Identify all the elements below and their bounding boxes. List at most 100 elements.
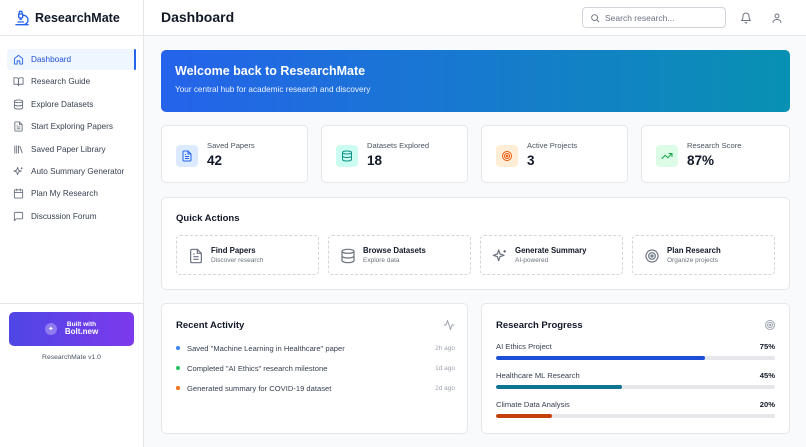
sidebar-item-discussion-forum[interactable]: Discussion Forum (7, 206, 136, 227)
home-icon (13, 54, 24, 65)
sidebar-item-label: Auto Summary Generator (31, 166, 125, 176)
recent-activity-title: Recent Activity (176, 320, 245, 331)
browse-datasets-button[interactable]: Browse Datasets Explore data (328, 235, 471, 275)
stat-value: 87% (687, 153, 715, 168)
sidebar-item-label: Dashboard (31, 55, 72, 64)
stat-label: Research Score (687, 141, 742, 150)
search-input[interactable] (605, 12, 715, 23)
sidebar-item-auto-summary-generator[interactable]: Auto Summary Generator (7, 161, 136, 182)
research-progress-title: Research Progress (496, 320, 583, 331)
sidebar-item-start-exploring-papers[interactable]: Start Exploring Papers (7, 116, 136, 137)
user-icon[interactable] (770, 11, 783, 24)
bolt-label-line1: Built with (66, 321, 97, 329)
file-text-icon (187, 247, 204, 264)
status-dot (176, 386, 180, 390)
stat-card-saved-papers: Saved Papers 42 (161, 125, 308, 183)
bell-icon[interactable] (739, 11, 752, 24)
progress-fill (496, 356, 706, 360)
progress-track (496, 414, 775, 418)
activity-time: 1d ago (435, 364, 455, 372)
sidebar-item-label: Explore Datasets (31, 99, 94, 109)
top-header: Dashboard (144, 0, 806, 36)
activity-item: Generated summary for COVID-19 dataset 2… (176, 382, 455, 394)
file-text-icon (13, 121, 24, 132)
find-papers-button[interactable]: Find Papers Discover research (176, 235, 319, 275)
sidebar-item-label: Plan My Research (31, 189, 98, 199)
brand[interactable]: ResearchMate (0, 0, 143, 36)
bolt-icon: ✦ (44, 323, 57, 335)
message-square-icon (13, 211, 24, 222)
book-open-icon (13, 76, 24, 87)
progress-item: AI Ethics Project 75% (496, 342, 775, 360)
app-version: ResearchMate v1.0 (42, 354, 101, 361)
status-dot (176, 346, 180, 350)
sidebar-item-dashboard[interactable]: Dashboard (7, 49, 136, 70)
stat-card-active-projects: Active Projects 3 (481, 125, 628, 183)
page-title: Dashboard (161, 9, 235, 25)
database-icon (336, 145, 358, 167)
stat-label: Datasets Explored (367, 141, 430, 150)
stat-label: Active Projects (527, 141, 578, 150)
quick-action-subtitle: Explore data (363, 257, 400, 264)
quick-action-label: Find Papers (211, 246, 256, 255)
quick-action-label: Browse Datasets (363, 246, 426, 255)
progress-label: Climate Data Analysis (496, 400, 570, 409)
stat-value: 3 (527, 153, 535, 168)
progress-fill (496, 385, 622, 389)
progress-item: Climate Data Analysis 20% (496, 400, 775, 418)
sidebar: ResearchMate Dashboard Research Guide Ex… (0, 0, 144, 447)
activity-item: Completed "AI Ethics" research milestone… (176, 362, 455, 374)
trending-up-icon (656, 145, 678, 167)
app-name: ResearchMate (35, 10, 120, 25)
sidebar-item-saved-paper-library[interactable]: Saved Paper Library (7, 139, 136, 160)
progress-label: Healthcare ML Research (496, 371, 580, 380)
quick-action-subtitle: Organize projects (667, 257, 718, 264)
quick-actions-panel: Quick Actions Find Papers Discover resea… (161, 197, 790, 290)
search-box[interactable] (582, 7, 726, 28)
status-dot (176, 366, 180, 370)
plan-research-button[interactable]: Plan Research Organize projects (632, 235, 775, 275)
sidebar-item-plan-my-research[interactable]: Plan My Research (7, 183, 136, 204)
database-icon (13, 99, 24, 110)
calendar-icon (13, 188, 24, 199)
quick-action-label: Plan Research (667, 246, 721, 255)
welcome-title: Welcome back to ResearchMate (175, 64, 366, 78)
stat-card-datasets-explored: Datasets Explored 18 (321, 125, 468, 183)
quick-action-label: Generate Summary (515, 246, 587, 255)
sparkles-icon (491, 247, 508, 264)
quick-actions-title: Quick Actions (176, 213, 240, 224)
bolt-label-line2: Bolt.new (64, 327, 99, 337)
microscope-icon (14, 10, 30, 26)
progress-label: AI Ethics Project (496, 342, 552, 351)
sidebar-footer: ✦ Built with Bolt.new ResearchMate v1.0 (0, 303, 143, 447)
sidebar-item-explore-datasets[interactable]: Explore Datasets (7, 94, 136, 115)
research-progress-panel: Research Progress AI Ethics Project 75% … (481, 303, 790, 434)
library-icon (13, 144, 24, 155)
stat-value: 42 (207, 153, 223, 168)
progress-value: 20% (759, 400, 775, 409)
target-icon (764, 319, 776, 331)
recent-activity-panel: Recent Activity Saved "Machine Learning … (161, 303, 468, 434)
generate-summary-button[interactable]: Generate Summary AI-powered (480, 235, 623, 275)
activity-text: Saved "Machine Learning in Healthcare" p… (187, 343, 345, 353)
sidebar-item-research-guide[interactable]: Research Guide (7, 71, 136, 92)
quick-action-subtitle: Discover research (211, 257, 264, 264)
activity-time: 2h ago (435, 344, 455, 352)
sidebar-item-label: Start Exploring Papers (31, 122, 113, 132)
sidebar-nav: Dashboard Research Guide Explore Dataset… (0, 36, 143, 227)
activity-text: Generated summary for COVID-19 dataset (187, 383, 332, 393)
search-icon (590, 13, 600, 23)
sidebar-item-label: Discussion Forum (31, 211, 97, 221)
stat-value: 18 (367, 153, 383, 168)
progress-item: Healthcare ML Research 45% (496, 371, 775, 389)
stat-label: Saved Papers (207, 141, 255, 150)
built-with-bolt-button[interactable]: ✦ Built with Bolt.new (9, 312, 134, 346)
welcome-banner: Welcome back to ResearchMate Your centra… (161, 50, 790, 112)
progress-value: 45% (759, 371, 775, 380)
file-text-icon (176, 145, 198, 167)
welcome-subtitle: Your central hub for academic research a… (175, 85, 371, 94)
activity-time: 2d ago (435, 384, 455, 392)
progress-track (496, 356, 775, 360)
activity-item: Saved "Machine Learning in Healthcare" p… (176, 342, 455, 354)
sidebar-item-label: Research Guide (31, 77, 91, 87)
